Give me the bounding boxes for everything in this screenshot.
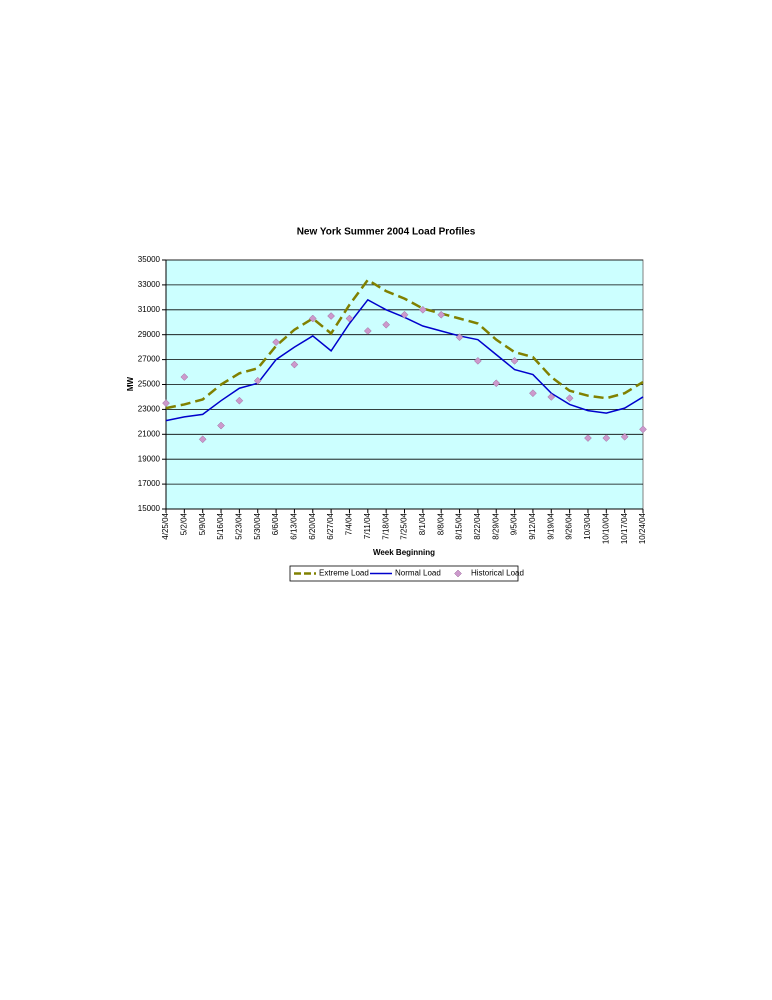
x-tick-label: 6/6/04 — [271, 512, 280, 535]
data-point — [290, 360, 299, 369]
x-tick-label: 8/29/04 — [491, 512, 500, 539]
x-tick-label: 8/15/04 — [455, 512, 464, 539]
data-point — [455, 333, 464, 342]
x-tick-label: 7/11/04 — [363, 512, 372, 539]
y-tick-label: 29000 — [138, 330, 161, 339]
data-point — [584, 434, 592, 442]
y-tick-label: 15000 — [138, 504, 161, 513]
x-axis-title: Week Beginning — [373, 548, 435, 557]
x-tick-label: 9/19/04 — [546, 512, 555, 539]
x-tick-label: 10/24/04 — [638, 512, 647, 544]
x-tick-label: 5/2/04 — [179, 512, 188, 535]
x-tick-label: 5/16/04 — [216, 512, 225, 539]
data-point — [602, 434, 611, 442]
x-tick-label: 8/8/04 — [436, 512, 445, 535]
x-tick-label: 9/26/04 — [565, 512, 574, 539]
data-point — [474, 356, 482, 365]
chart-title: New York Summer 2004 Load Profiles — [297, 227, 476, 238]
data-point — [198, 435, 207, 444]
data-point — [492, 379, 501, 388]
x-tick-label: 5/23/04 — [234, 512, 243, 539]
data-point — [529, 389, 537, 398]
x-tick-label: 10/10/04 — [601, 512, 610, 544]
data-point — [180, 373, 189, 381]
legend-marker — [454, 569, 462, 578]
data-point — [217, 421, 225, 430]
y-axis-title: MW — [126, 376, 135, 391]
data-point — [345, 314, 354, 323]
x-tick-label: 5/30/04 — [253, 512, 262, 539]
data-point — [620, 432, 629, 441]
x-tick-label: 8/22/04 — [473, 512, 482, 539]
data-point — [308, 314, 317, 323]
x-tick-label: 8/1/04 — [418, 512, 427, 535]
y-tick-label: 25000 — [138, 380, 161, 389]
data-point — [253, 376, 262, 385]
x-tick-label: 7/25/04 — [400, 512, 409, 539]
x-tick-label: 7/4/04 — [345, 512, 354, 535]
x-tick-label: 6/27/04 — [326, 512, 335, 539]
data-point — [510, 356, 519, 365]
x-tick-label: 9/12/04 — [528, 512, 537, 539]
data-point — [437, 310, 446, 319]
x-tick-label: 5/9/04 — [198, 512, 207, 535]
y-tick-label: 19000 — [138, 454, 161, 463]
x-tick-label: 10/17/04 — [620, 512, 629, 544]
y-tick-label: 17000 — [138, 479, 161, 488]
data-point — [327, 312, 335, 320]
y-tick-label: 33000 — [138, 280, 161, 289]
legend-label: Historical Load — [471, 569, 524, 578]
data-point — [400, 310, 409, 319]
series-line — [165, 278, 644, 410]
x-tick-label: 4/25/04 — [161, 512, 170, 539]
data-point — [382, 320, 391, 329]
legend-label: Normal Load — [395, 569, 441, 578]
y-tick-label: 27000 — [138, 355, 161, 364]
data-point — [235, 396, 244, 405]
data-point — [547, 393, 556, 401]
y-tick-label: 31000 — [138, 305, 161, 314]
data-point — [162, 399, 170, 408]
data-point — [272, 338, 280, 347]
x-tick-label: 6/20/04 — [308, 512, 317, 539]
y-tick-label: 21000 — [138, 429, 161, 438]
data-point — [418, 305, 427, 314]
x-tick-label: 10/3/04 — [583, 512, 592, 539]
x-tick-label: 7/18/04 — [381, 512, 390, 539]
data-point — [639, 425, 647, 434]
legend-label: Extreme Load — [319, 569, 369, 578]
data-point — [363, 327, 372, 335]
y-tick-label: 35000 — [138, 255, 161, 264]
y-tick-label: 23000 — [138, 405, 161, 414]
legend-box — [289, 565, 519, 582]
data-point — [565, 394, 574, 403]
x-tick-label: 6/13/04 — [290, 512, 299, 539]
x-tick-label: 9/5/04 — [510, 512, 519, 535]
